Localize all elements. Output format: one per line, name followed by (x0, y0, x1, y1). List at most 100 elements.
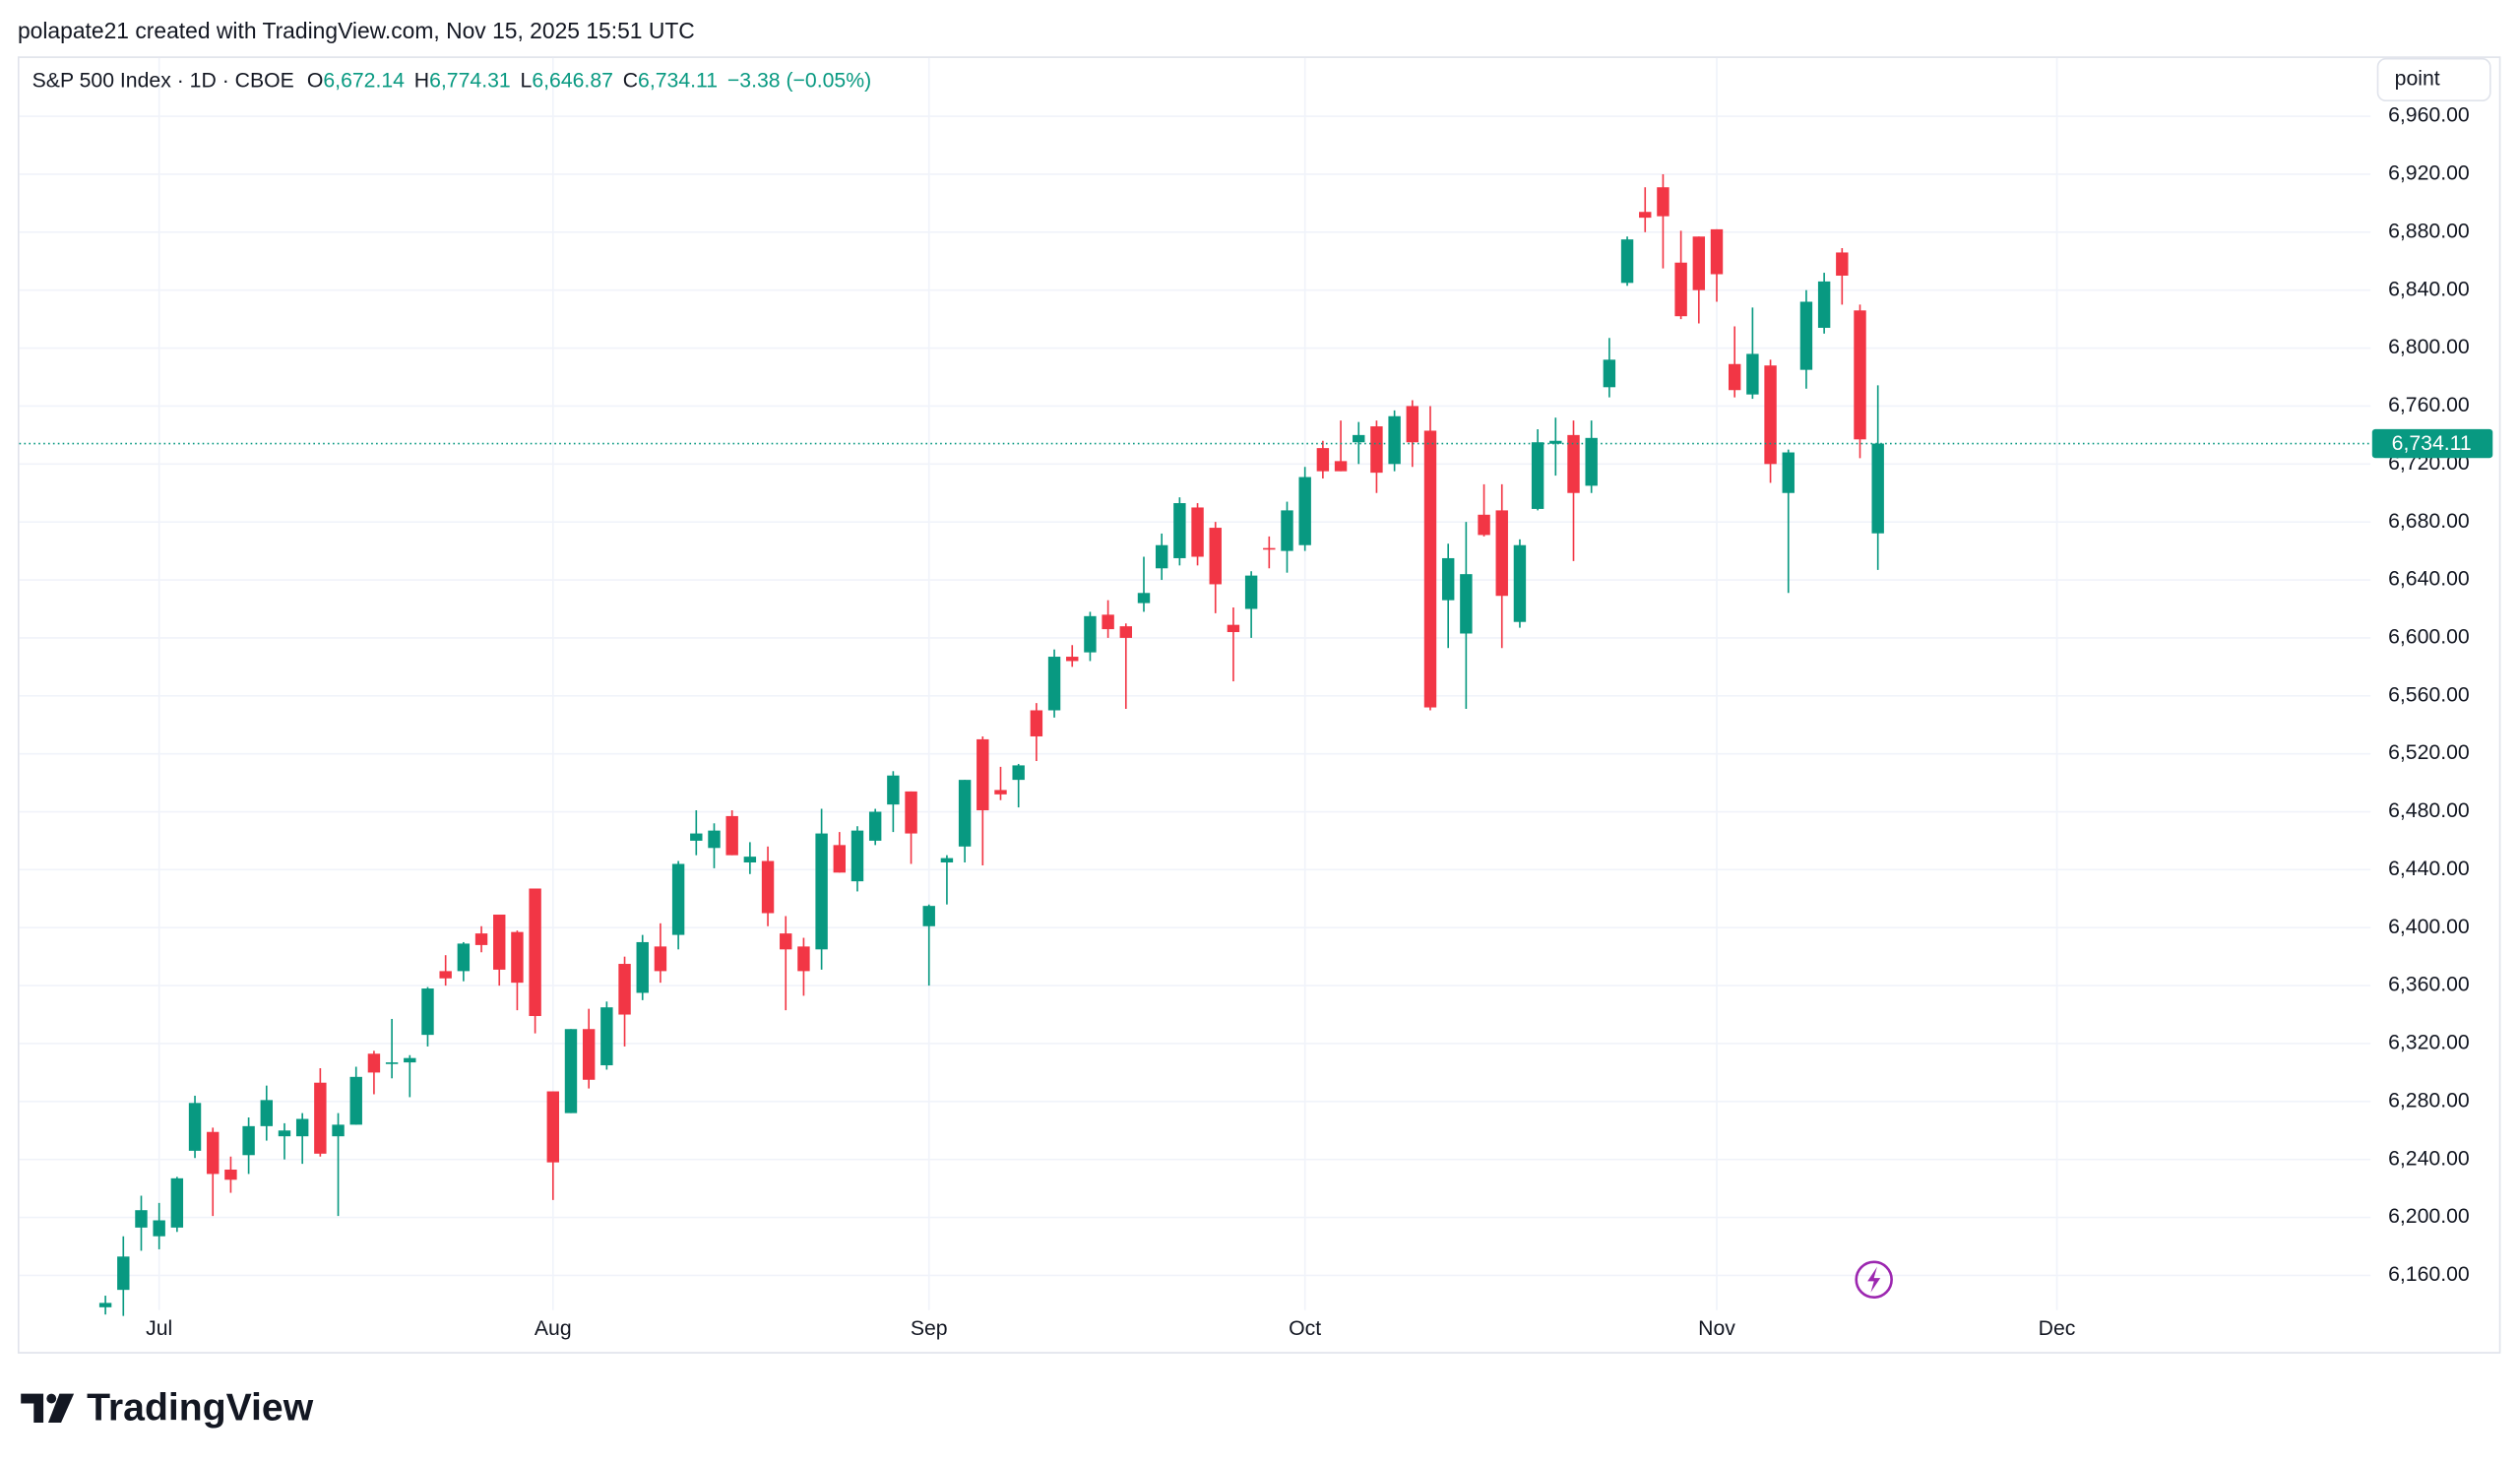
y-tick-label: 6,600.00 (2388, 626, 2470, 649)
candle-body (188, 1103, 202, 1151)
candle-body (743, 857, 757, 863)
candle-body (1799, 301, 1813, 370)
candle-body (671, 863, 685, 935)
candle-body (98, 1303, 112, 1307)
candle-body (1388, 415, 1401, 465)
scale-button[interactable] (2376, 57, 2491, 101)
candle-body (1782, 452, 1795, 493)
x-tick-label: Jul (146, 1317, 172, 1340)
candle-body (367, 1053, 381, 1073)
candle-body (780, 933, 792, 950)
candle-body (242, 1125, 255, 1156)
y-tick-label: 6,320.00 (2388, 1032, 2470, 1054)
candle-body (1209, 528, 1222, 585)
candle-body (457, 943, 471, 972)
price-label-box (2371, 428, 2493, 459)
y-tick-label: 6,960.00 (2388, 104, 2470, 127)
candle-body (582, 1029, 596, 1080)
brand-name: TradingView (87, 1386, 314, 1429)
candle-body (385, 1062, 399, 1064)
chart-frame (17, 56, 2501, 1354)
candle-body (1495, 510, 1508, 597)
candle-body (1084, 615, 1097, 653)
candle-body (1227, 624, 1240, 633)
candle-body (1137, 593, 1151, 604)
y-tick-label: 6,160.00 (2388, 1263, 2470, 1286)
candle-body (600, 1007, 613, 1066)
candle-body (636, 941, 649, 993)
y-tick-label: 6,240.00 (2388, 1147, 2470, 1170)
candle-body (1244, 575, 1258, 609)
candle-body (546, 1091, 559, 1163)
symbol-title: S&P 500 Index · 1D · CBOE (32, 69, 294, 92)
candle-body (1460, 574, 1473, 634)
x-tick-label: Dec (2039, 1317, 2076, 1340)
replay-icon[interactable] (1855, 1260, 1893, 1299)
price-label: 6,734.11 (2392, 432, 2472, 455)
ohlc-letter: H (414, 69, 429, 92)
plot-area: 6,160.00 6,200.00 6,240.00 6,280.00 6,320.00… (19, 57, 2493, 1340)
candle-body (958, 780, 972, 847)
candle-body (1854, 310, 1866, 440)
candle-body (474, 933, 488, 945)
candle-body (1585, 437, 1598, 486)
candle-body (994, 790, 1007, 795)
candle-body (618, 964, 631, 1015)
scale-button-label[interactable]: point (2395, 68, 2440, 91)
candle-body (349, 1076, 362, 1125)
candle-body (1030, 710, 1043, 736)
candle-body (117, 1256, 130, 1291)
x-tick-label: Nov (1698, 1317, 1735, 1340)
candle-body (295, 1118, 309, 1137)
ohlc-letter: O (307, 69, 324, 92)
candle-body (1370, 426, 1383, 474)
candle-body (1334, 461, 1348, 472)
candle-body (1281, 510, 1293, 551)
candle-body (1817, 281, 1831, 328)
candle-body (511, 931, 524, 984)
y-tick-label: 6,360.00 (2388, 974, 2470, 996)
candle-body (1406, 406, 1419, 443)
x-tick-label: Aug (535, 1317, 572, 1340)
candle-body (153, 1220, 165, 1237)
candle-body (1728, 363, 1741, 391)
candle-body (1620, 239, 1634, 284)
candle-body (1102, 614, 1114, 630)
candle-body (1423, 430, 1437, 708)
candle-body (1298, 477, 1311, 545)
candle-body (1836, 252, 1849, 276)
candle-body (1531, 442, 1544, 509)
candle-body (1263, 547, 1276, 550)
x-tick-label: Oct (1289, 1317, 1321, 1340)
ohlc-value: 6,672.14 (323, 69, 405, 92)
candle-body (976, 738, 989, 811)
candle-body (887, 775, 900, 805)
candle-body (708, 830, 721, 849)
y-tick-label: 6,440.00 (2388, 858, 2470, 880)
candle-body (833, 845, 847, 873)
candle-body (1657, 187, 1670, 217)
y-tick-label: 6,920.00 (2388, 162, 2470, 185)
candle-body (1549, 440, 1562, 444)
candle-body (1692, 236, 1706, 290)
candle-body (260, 1100, 273, 1126)
y-tick-label: 6,560.00 (2388, 683, 2470, 706)
candle-body (332, 1124, 345, 1137)
y-tick-label: 6,200.00 (2388, 1205, 2470, 1228)
candle-body (797, 946, 810, 972)
y-tick-label: 6,640.00 (2388, 568, 2470, 591)
attribution: polapate21 created with TradingView.com,… (18, 18, 695, 43)
candle-body (1441, 557, 1455, 601)
ohlc-letter: L (521, 69, 533, 92)
candle-body (1316, 448, 1330, 472)
y-tick-label: 6,840.00 (2388, 278, 2470, 300)
candle-body (1710, 228, 1724, 275)
candle-body (278, 1130, 291, 1137)
candle-body (1173, 503, 1186, 558)
candle-body (1871, 443, 1884, 534)
candle-body (690, 833, 703, 841)
ohlc-value: 6,646.87 (532, 69, 613, 92)
candle-body (940, 858, 954, 863)
candle-body (404, 1057, 416, 1063)
